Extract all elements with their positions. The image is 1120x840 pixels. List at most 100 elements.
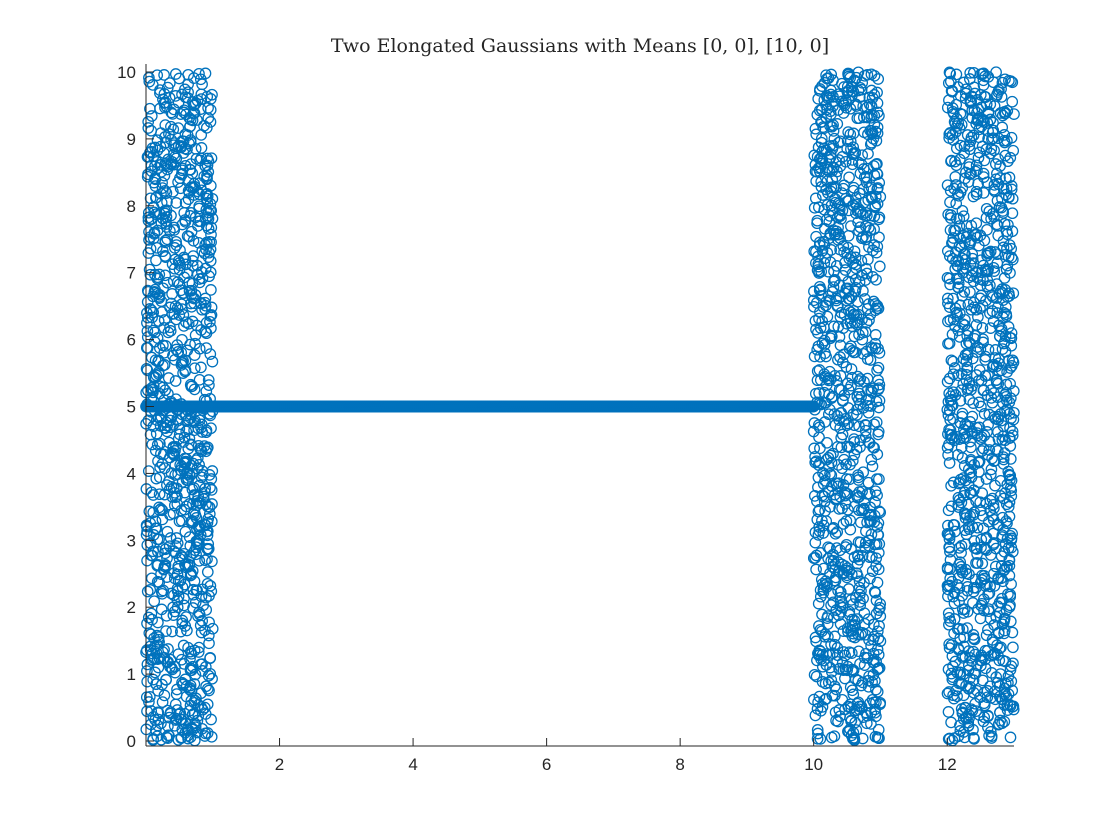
scatter-point-series-3: [872, 648, 885, 661]
scatter-point-series-1: [145, 124, 158, 137]
scatter-point-series-3: [869, 703, 882, 716]
scatter-point-series-4: [952, 449, 964, 461]
scatter-point-series-1: [159, 236, 172, 249]
scatter-point-series-4: [976, 674, 989, 687]
scatter-point-series-1: [159, 340, 172, 352]
scatter-point-series-3: [862, 194, 875, 206]
scatter-point-series-3: [870, 273, 882, 286]
scatter-point-series-3: [826, 173, 839, 186]
scatter-point-series-1: [151, 134, 164, 147]
scatter-point-series-1: [162, 326, 175, 339]
scatter-point-series-4: [971, 231, 983, 244]
scatter-point-series-4: [1002, 688, 1015, 700]
scatter-point-series-3: [841, 135, 854, 147]
scatter-point-series-4: [947, 232, 960, 244]
scatter-point-series-3: [842, 383, 855, 396]
scatter-point-series-1: [191, 462, 204, 475]
scatter-point-series-4: [944, 67, 957, 80]
scatter-point-series-4: [979, 580, 992, 592]
scatter-point-series-1: [176, 164, 188, 177]
scatter-point-series-4: [1004, 151, 1017, 164]
scatter-point-series-1: [173, 515, 186, 528]
scatter-point-series-3: [824, 148, 837, 160]
scatter-point-series-3: [871, 643, 884, 656]
scatter-point-series-3: [811, 214, 824, 227]
scatter-point-series-1: [141, 617, 153, 630]
scatter-point-series-4: [962, 479, 975, 492]
scatter-point-series-4: [946, 102, 959, 114]
scatter-point-series-4: [1004, 453, 1017, 465]
scatter-point-series-1: [186, 708, 199, 721]
scatter-point-series-3: [813, 84, 826, 97]
scatter-point-series-4: [998, 306, 1010, 319]
scatter-point-series-1: [161, 233, 174, 246]
scatter-point-series-1: [195, 658, 207, 671]
scatter-point-series-4: [980, 211, 993, 224]
scatter-point-series-4: [941, 179, 954, 192]
scatter-point-series-3: [846, 684, 859, 697]
scatter-point-series-3: [812, 647, 824, 660]
scatter-point-series-4: [976, 487, 989, 500]
scatter-point-series-3: [815, 181, 828, 193]
scatter-point-series-3: [859, 418, 872, 431]
scatter-point-series-1: [181, 143, 193, 156]
scatter-point-series-1: [142, 414, 155, 427]
scatter-point-series-4: [943, 732, 956, 745]
scatter-point-series-3: [851, 370, 864, 383]
scatter-point-series-4: [987, 207, 999, 220]
scatter-point-series-3: [859, 541, 871, 554]
scatter-point-series-4: [942, 706, 955, 718]
scatter-point-series-3: [842, 503, 854, 516]
scatter-point-series-3: [811, 165, 823, 178]
scatter-point-series-3: [853, 420, 865, 433]
scatter-point-series-1: [167, 185, 179, 198]
scatter-point-series-4: [947, 355, 959, 368]
scatter-point-series-1: [154, 461, 166, 474]
scatter-point-series-4: [1000, 394, 1013, 407]
scatter-point-series-3: [812, 505, 825, 518]
scatter-point-series-4: [963, 161, 975, 173]
scatter-point-series-3: [874, 610, 887, 623]
scatter-point-series-4: [992, 627, 1005, 640]
scatter-point-series-4: [945, 479, 957, 492]
scatter-point-series-3: [873, 109, 885, 122]
scatter-point-series-4: [961, 584, 974, 597]
scatter-point-series-3: [853, 575, 866, 588]
scatter-point-series-1: [178, 104, 191, 117]
scatter-point-series-4: [965, 167, 977, 180]
scatter-point-series-3: [818, 338, 831, 351]
scatter-point-series-1: [160, 731, 173, 744]
scatter-point-series-1: [189, 694, 201, 707]
scatter-point-series-4: [996, 531, 1008, 543]
scatter-point-series-1: [170, 142, 182, 155]
scatter-point-series-1: [206, 212, 219, 225]
scatter-point-series-4: [984, 147, 997, 160]
scatter-point-series-3: [822, 676, 835, 689]
scatter-point-series-1: [151, 575, 164, 588]
scatter-point-series-3: [874, 601, 886, 614]
scatter-point-series-3: [851, 613, 864, 625]
scatter-point-series-4: [1003, 468, 1015, 481]
scatter-point-series-4: [943, 387, 956, 400]
scatter-point-series-3: [834, 243, 846, 256]
scatter-point-series-1: [151, 639, 164, 652]
scatter-point-series-3: [846, 345, 859, 357]
scatter-point-series-3: [871, 448, 884, 461]
scatter-point-series-4: [964, 487, 976, 500]
scatter-point-series-3: [857, 401, 870, 414]
scatter-point-series-3: [832, 228, 845, 241]
scatter-point-series-4: [949, 155, 961, 168]
scatter-point-series-4: [950, 197, 963, 210]
scatter-point-series-3: [847, 184, 860, 197]
scatter-point-series-4: [981, 644, 994, 657]
scatter-point-series-3: [825, 674, 838, 687]
scatter-point-series-4: [955, 441, 968, 454]
scatter-point-series-4: [965, 303, 978, 316]
scatter-point-series-1: [144, 584, 157, 596]
scatter-point-series-4: [959, 508, 972, 521]
scatter-point-series-4: [976, 445, 988, 457]
scatter-point-series-3: [860, 316, 873, 329]
chart-title: Two Elongated Gaussians with Means [0, 0…: [331, 35, 829, 57]
scatter-point-series-1: [170, 688, 183, 700]
scatter-point-series-1: [158, 462, 171, 474]
